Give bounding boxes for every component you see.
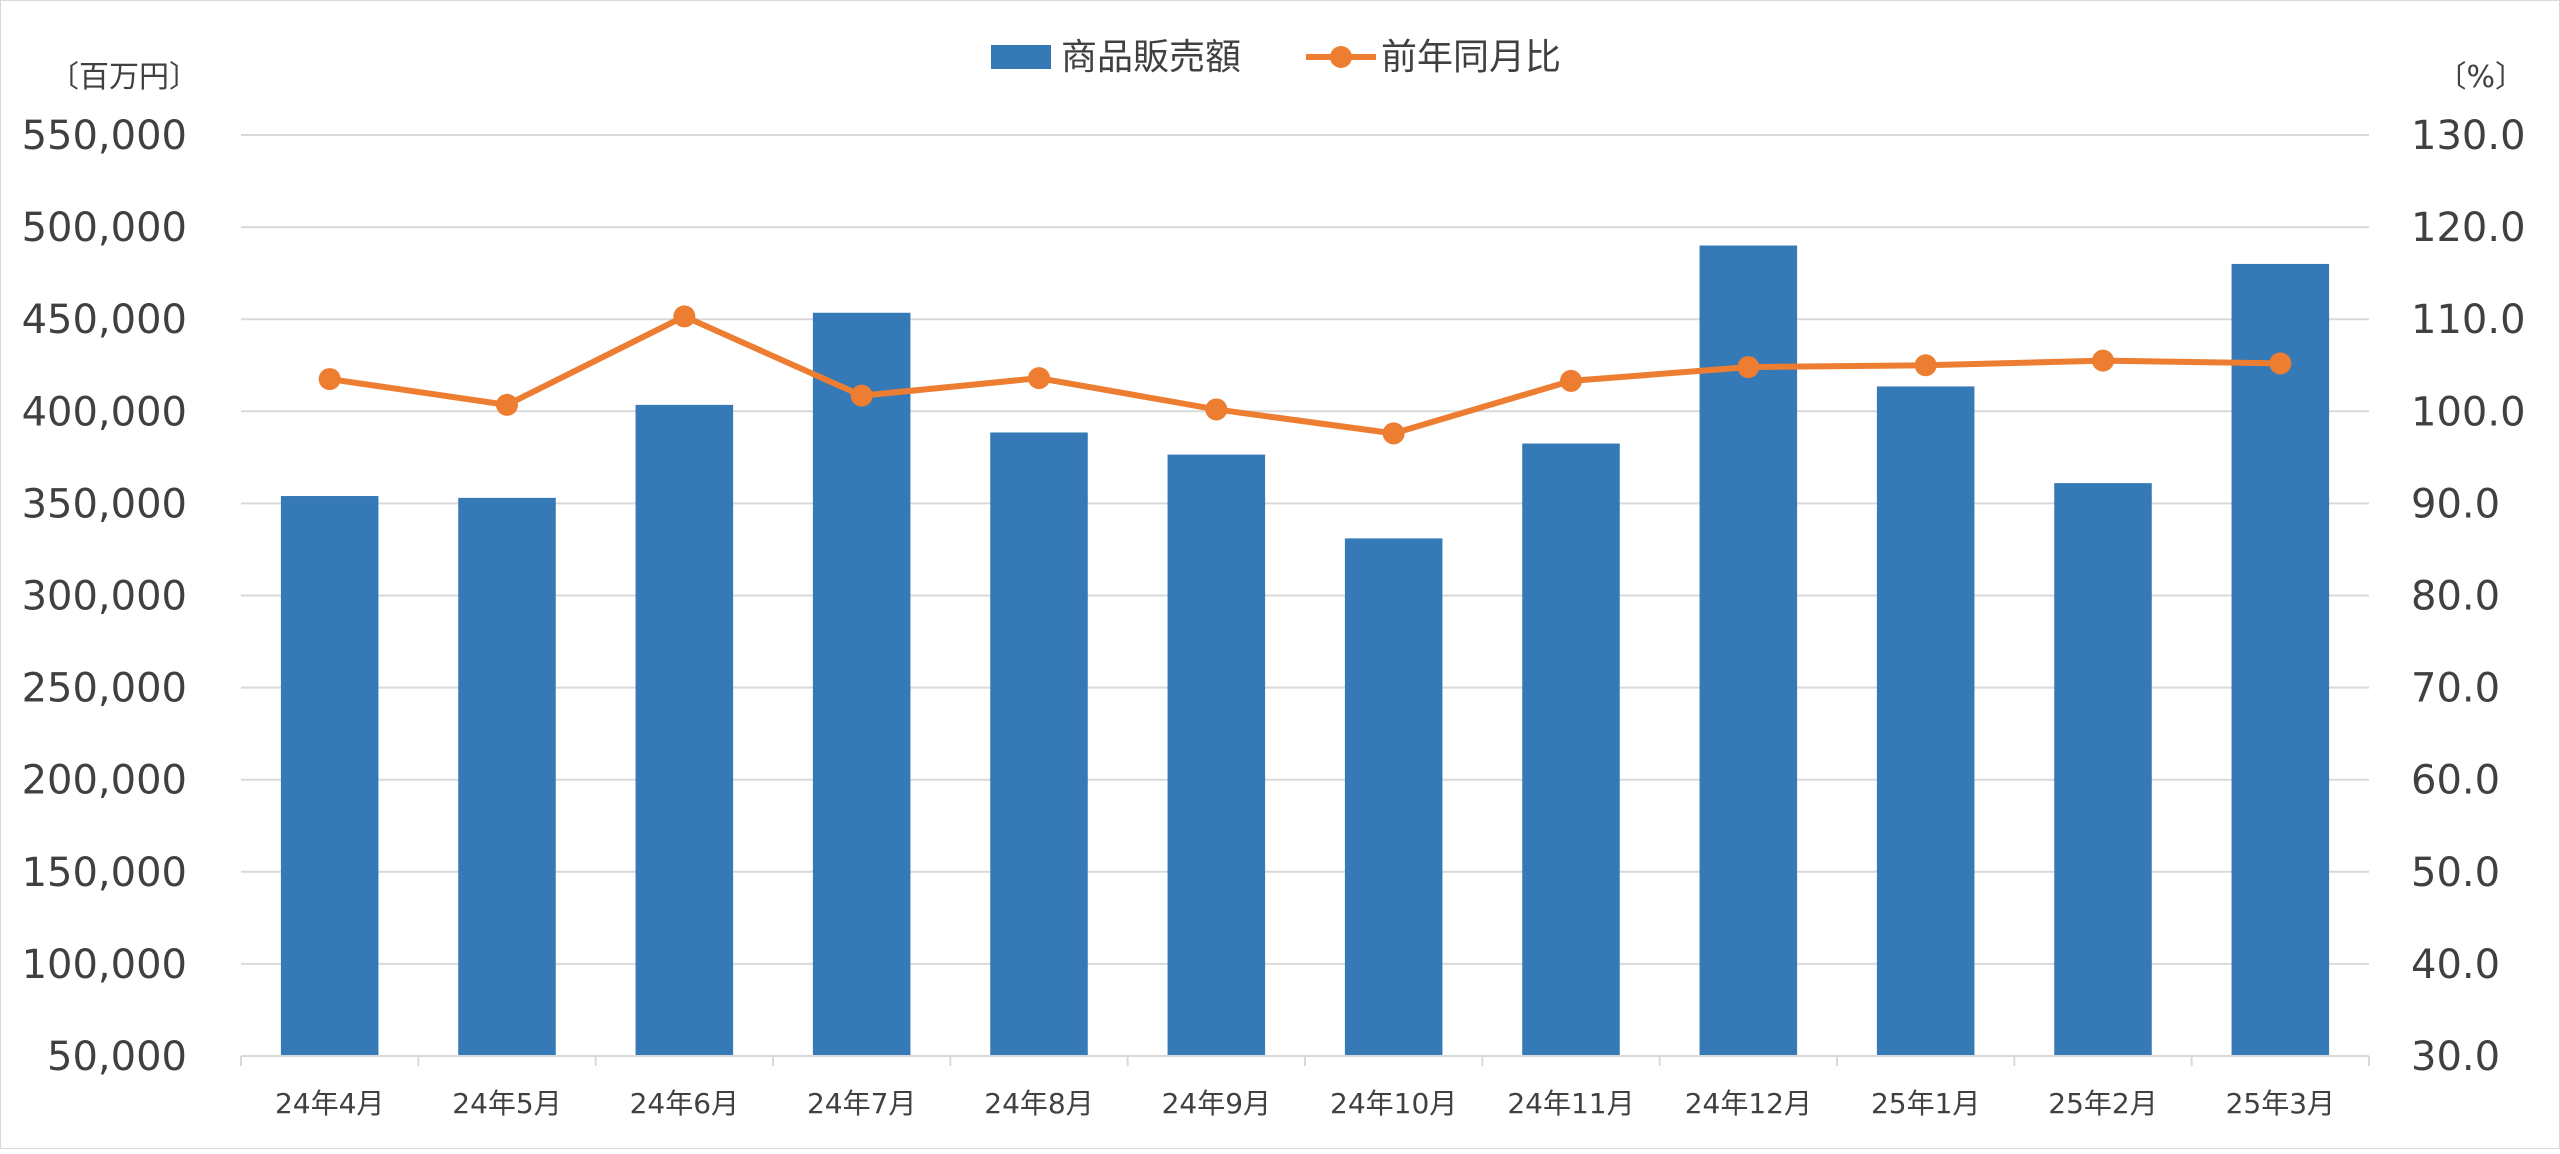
x-tick-label: 24年4月 [275,1087,384,1120]
x-tick-label: 24年5月 [452,1087,561,1120]
line-point [1028,367,1050,390]
y-right-tick-label: 60.0 [2411,758,2500,804]
bar [635,404,734,1056]
y-right-tick-label: 80.0 [2411,574,2500,620]
x-axis: 24年4月 24年5月 24年6月 24年7月 24年8月 24年9月 24年10月 24年1… [240,1055,2370,1120]
y-left-tick-label: 100,000 [22,942,187,988]
x-tick-label: 25年2月 [2048,1087,2157,1120]
x-tick-label: 24年8月 [984,1087,1093,1120]
x-tick-label: 25年3月 [2226,1087,2335,1120]
y-right-tick-label: 120.0 [2411,205,2526,251]
x-tick-label: 24年11月 [1507,1087,1634,1120]
line-point [850,384,873,407]
bar [2054,483,2152,1056]
y-right-tick-label: 90.0 [2411,481,2500,527]
legend-marker-line [1330,46,1352,68]
y-axis-left: 50,000 100,000 150,000 200,000 250,000 300,00… [22,113,187,1080]
line-point [1560,369,1582,392]
y-left-tick-label: 50,000 [47,1034,187,1080]
line-point [1737,356,1760,379]
x-tick-label: 24年12月 [1685,1087,1812,1120]
bar [458,497,556,1056]
bar [2231,263,2330,1056]
bar [1344,538,1443,1056]
x-tick-label: 24年10月 [1330,1087,1457,1120]
y-left-tick-label: 500,000 [22,205,187,251]
line-point [1382,422,1405,445]
legend: 商品販売額 前年同月比 [991,37,1561,78]
legend-label-line: 前年同月比 [1381,37,1561,78]
bar [812,312,911,1056]
gridlines [241,134,2369,1057]
bar [1522,443,1620,1056]
bar [280,496,379,1057]
y-left-tick-label: 300,000 [22,574,187,620]
y-right-tick-label: 70.0 [2411,666,2500,712]
x-tick-label: 24年6月 [630,1087,739,1120]
bar [1167,454,1266,1056]
y-left-tick-label: 150,000 [22,850,187,896]
y-left-tick-label: 400,000 [22,389,187,435]
y-axis-right: 30.0 40.0 50.0 60.0 70.0 80.0 90.0 100.0 110.0 12… [2411,113,2526,1080]
y-axis-left-unit: 〔百万円〕 [49,60,199,95]
y-left-tick-label: 250,000 [22,666,187,712]
y-left-tick-label: 450,000 [22,297,187,343]
y-right-tick-label: 30.0 [2411,1034,2500,1080]
y-right-tick-label: 100.0 [2411,389,2526,435]
line-point [2269,352,2292,375]
line-path [329,313,2281,437]
x-tick-label: 24年7月 [807,1087,916,1120]
y-right-tick-label: 50.0 [2411,850,2500,896]
y-left-tick-label: 200,000 [22,758,187,804]
line-point [496,393,518,416]
line-point [1205,398,1228,421]
line-point [318,368,341,391]
x-tick-label: 24年9月 [1162,1087,1271,1120]
line-series [318,305,2292,445]
x-tick-label: 25年1月 [1871,1087,1980,1120]
line-point [1914,354,1937,377]
y-right-tick-label: 130.0 [2411,113,2526,159]
line-point [673,305,696,328]
bar [1876,386,1975,1057]
y-left-tick-label: 350,000 [22,481,187,527]
bar [990,432,1088,1056]
y-axis-right-unit: 〔%〕 [2436,60,2525,95]
bar [1699,245,1798,1056]
legend-swatch-bar [991,45,1051,69]
legend-label-bar: 商品販売額 [1061,37,1241,78]
bar-series [280,245,2330,1057]
y-left-tick-label: 550,000 [22,113,187,159]
y-right-tick-label: 110.0 [2411,297,2526,343]
line-point [2092,349,2114,372]
y-right-tick-label: 40.0 [2411,942,2500,988]
